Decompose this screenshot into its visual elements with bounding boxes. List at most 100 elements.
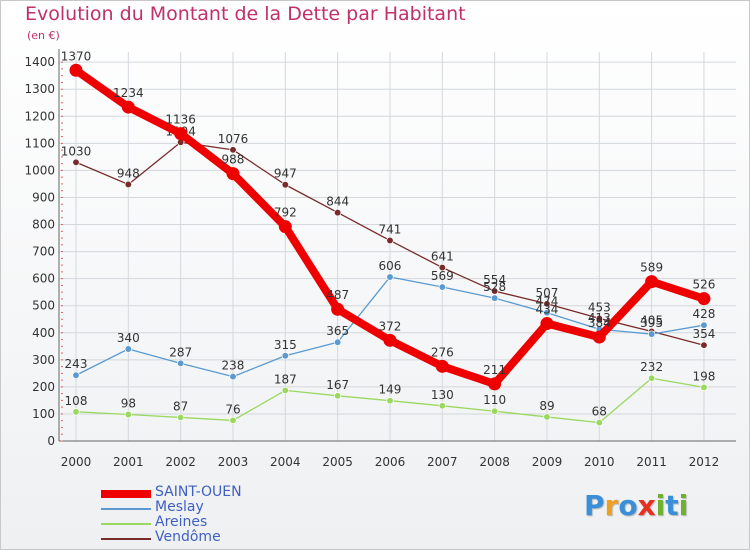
y-tick-label: 1000	[24, 163, 55, 177]
x-tick-label: 2000	[61, 455, 92, 469]
y-tick-label: 1400	[24, 55, 55, 69]
data-label: 89	[539, 399, 554, 413]
data-label: 365	[326, 324, 349, 338]
data-point	[121, 100, 135, 114]
legend-label: Areines	[155, 514, 208, 530]
data-point	[177, 413, 185, 422]
data-label: 68	[592, 405, 607, 419]
data-point	[540, 317, 554, 331]
logo-letter: x	[637, 489, 656, 522]
data-label: 1234	[113, 86, 144, 100]
data-label: 198	[693, 369, 716, 383]
logo-letter: i	[678, 489, 689, 522]
legend: SAINT-OUEN Meslay Areines Vendôme	[101, 484, 301, 546]
data-label: 413	[588, 311, 611, 325]
data-label: 340	[117, 331, 140, 345]
y-tick-label: 1300	[24, 82, 55, 96]
data-label: 792	[274, 206, 297, 220]
x-tick-label: 2009	[532, 455, 563, 469]
chart-unit-label: (en €)	[27, 29, 60, 42]
data-label: 315	[274, 338, 297, 352]
y-tick-label: 400	[32, 326, 55, 340]
data-label: 98	[121, 396, 136, 410]
data-label: 232	[640, 360, 663, 374]
data-label: 606	[379, 259, 402, 273]
y-tick-label: 800	[32, 218, 55, 232]
data-point	[334, 208, 342, 217]
x-tick-label: 2001	[113, 455, 144, 469]
data-point	[435, 359, 449, 373]
y-tick-label: 500	[32, 299, 55, 313]
data-label: 487	[326, 288, 349, 302]
data-label: 1030	[61, 144, 92, 158]
data-label: 528	[483, 280, 506, 294]
data-point	[229, 416, 237, 425]
data-point	[226, 167, 240, 181]
proxiti-logo: Proxiti	[584, 489, 688, 522]
x-tick-label: 2005	[322, 455, 353, 469]
data-point	[700, 341, 708, 349]
logo-letter: o	[618, 489, 638, 522]
data-label: 741	[379, 222, 402, 236]
data-point	[383, 333, 397, 347]
data-point	[334, 338, 342, 346]
y-tick-label: 1100	[24, 136, 55, 150]
legend-swatch	[101, 490, 151, 498]
logo-letter: t	[665, 489, 679, 522]
data-label: 641	[431, 250, 454, 264]
data-label: 287	[169, 345, 192, 359]
legend-label: SAINT-OUEN	[155, 484, 242, 500]
data-point	[229, 146, 237, 154]
data-point	[72, 408, 80, 416]
data-point	[334, 392, 342, 400]
data-point	[700, 383, 708, 392]
data-label: 243	[65, 357, 88, 371]
data-label: 526	[693, 278, 716, 292]
y-tick-label: 700	[32, 245, 55, 259]
data-label: 110	[483, 393, 506, 407]
x-tick-label: 2002	[165, 455, 196, 469]
data-point	[438, 402, 446, 410]
data-label: 1370	[61, 49, 92, 63]
data-point	[700, 321, 708, 329]
data-point	[124, 410, 132, 419]
data-label: 76	[225, 402, 240, 416]
data-point	[543, 300, 551, 308]
data-point	[331, 302, 345, 316]
data-point	[543, 309, 551, 317]
logo-letter: r	[604, 489, 619, 522]
data-point	[543, 413, 551, 421]
data-label: 589	[640, 261, 663, 275]
legend-swatch	[101, 508, 151, 510]
data-point	[177, 359, 185, 367]
data-point	[174, 127, 188, 141]
legend-swatch	[101, 523, 151, 525]
data-label: 238	[222, 359, 245, 373]
data-label: 947	[274, 167, 297, 181]
data-label: 276	[431, 345, 454, 359]
data-point	[281, 181, 289, 189]
logo-letter: P	[584, 489, 605, 522]
data-point	[490, 287, 499, 295]
data-label: 428	[693, 307, 716, 321]
data-point	[386, 236, 394, 245]
y-tick-label: 0	[47, 434, 55, 448]
y-tick-label: 1200	[24, 109, 55, 123]
data-point	[69, 63, 83, 77]
data-point	[278, 220, 292, 234]
data-point	[229, 372, 237, 381]
y-tick-label: 900	[32, 190, 55, 204]
data-point	[592, 330, 606, 344]
data-label: 211	[483, 363, 506, 377]
x-tick-label: 2008	[479, 455, 510, 469]
data-label: 384	[588, 316, 611, 330]
x-tick-label: 2007	[427, 455, 458, 469]
data-point	[697, 292, 711, 306]
data-label: 569	[431, 269, 454, 283]
data-label: 108	[65, 394, 88, 408]
data-point	[281, 386, 289, 395]
data-label: 988	[222, 153, 245, 167]
x-tick-label: 2012	[689, 455, 720, 469]
legend-label: Vendôme	[155, 529, 221, 545]
data-point	[124, 180, 132, 189]
